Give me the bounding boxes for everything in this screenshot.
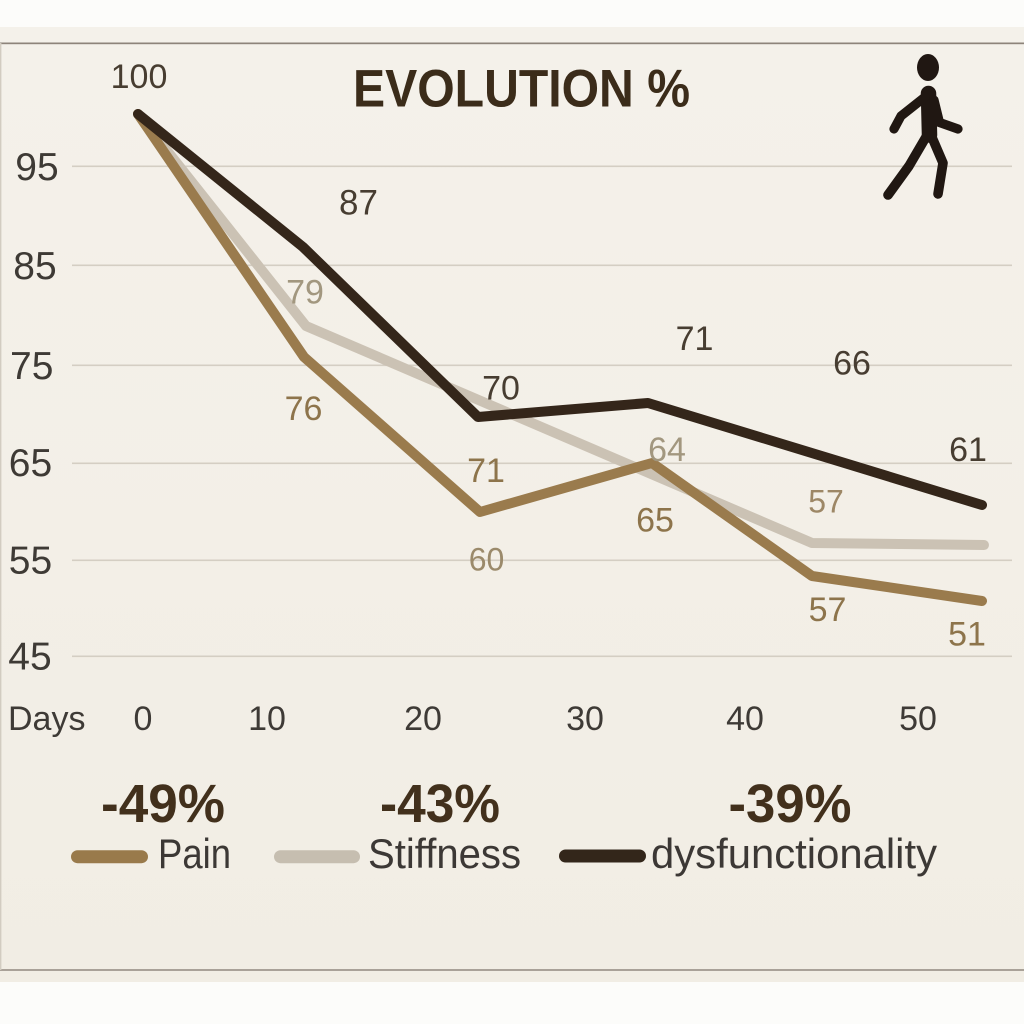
svg-text:71: 71 xyxy=(676,320,714,358)
svg-text:40: 40 xyxy=(726,700,764,738)
svg-text:71: 71 xyxy=(467,452,505,490)
svg-text:20: 20 xyxy=(404,700,442,738)
svg-text:EVOLUTION %: EVOLUTION % xyxy=(353,60,690,119)
svg-text:65: 65 xyxy=(636,502,674,540)
svg-text:Pain: Pain xyxy=(158,830,231,877)
svg-text:-39%: -39% xyxy=(729,774,852,834)
svg-text:50: 50 xyxy=(899,700,937,738)
svg-text:79: 79 xyxy=(286,274,324,312)
svg-text:64: 64 xyxy=(648,431,686,469)
svg-text:66: 66 xyxy=(833,345,871,383)
svg-text:87: 87 xyxy=(339,184,378,223)
svg-text:45: 45 xyxy=(8,636,51,679)
svg-text:0: 0 xyxy=(134,700,153,738)
svg-text:57: 57 xyxy=(809,591,847,629)
svg-text:70: 70 xyxy=(482,370,520,408)
svg-text:10: 10 xyxy=(248,700,286,738)
svg-text:65: 65 xyxy=(9,442,52,485)
svg-text:30: 30 xyxy=(566,700,604,738)
svg-text:-43%: -43% xyxy=(380,774,500,834)
svg-text:Days: Days xyxy=(8,700,85,738)
svg-text:55: 55 xyxy=(9,540,52,583)
svg-text:100: 100 xyxy=(111,58,168,96)
svg-text:75: 75 xyxy=(10,345,53,388)
svg-text:76: 76 xyxy=(285,390,323,428)
svg-text:-49%: -49% xyxy=(101,774,225,834)
svg-text:95: 95 xyxy=(15,146,58,189)
svg-text:dysfunctionality: dysfunctionality xyxy=(651,830,937,877)
svg-text:60: 60 xyxy=(469,542,505,578)
svg-text:85: 85 xyxy=(13,245,56,288)
svg-text:61: 61 xyxy=(949,431,987,469)
svg-text:Stiffness: Stiffness xyxy=(368,830,521,877)
svg-text:57: 57 xyxy=(808,484,844,520)
svg-text:51: 51 xyxy=(948,616,986,654)
